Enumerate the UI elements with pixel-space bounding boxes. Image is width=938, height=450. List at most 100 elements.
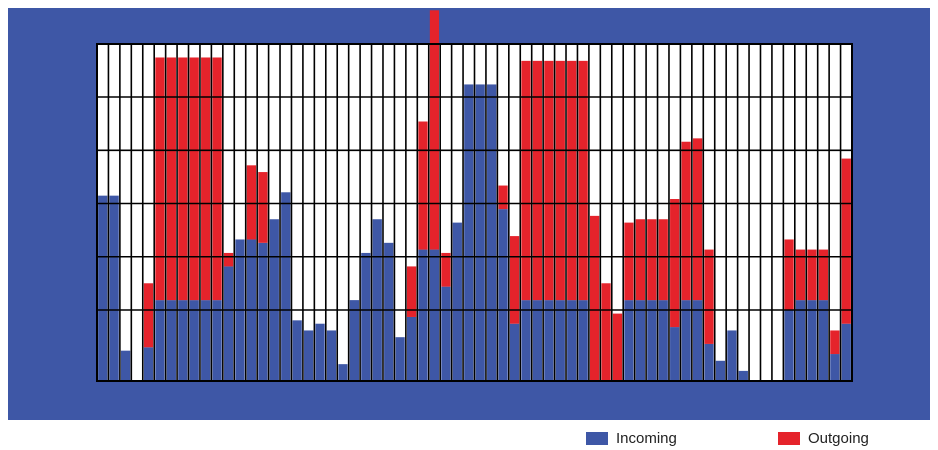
bar-incoming xyxy=(212,300,222,381)
bar-incoming xyxy=(578,300,588,381)
bar-outgoing xyxy=(841,158,851,324)
bar-incoming xyxy=(349,300,360,381)
bar-incoming xyxy=(155,300,165,381)
bar-outgoing xyxy=(441,252,451,287)
bar-incoming xyxy=(281,192,291,381)
bar-outgoing xyxy=(612,313,623,381)
bar-outgoing xyxy=(670,199,680,328)
bar-outgoing xyxy=(818,249,829,301)
bar-outgoing xyxy=(589,215,600,381)
bar-incoming xyxy=(166,300,176,381)
bar-outgoing xyxy=(555,60,565,301)
bar-outgoing xyxy=(509,236,520,324)
plot-border xyxy=(96,43,853,382)
bar-incoming xyxy=(532,300,543,381)
bar-outgoing xyxy=(658,219,668,301)
bar-outgoing xyxy=(143,283,154,348)
vertical-gridlines xyxy=(107,44,842,381)
bar-incoming xyxy=(418,249,428,381)
bar-incoming xyxy=(509,323,520,381)
bar-incoming xyxy=(326,330,337,381)
bar-incoming xyxy=(692,300,703,381)
bar-incoming xyxy=(406,316,417,381)
bar-outgoing xyxy=(704,249,714,344)
bar-outgoing xyxy=(189,57,199,301)
legend-outgoing-label: Outgoing xyxy=(808,429,869,447)
bar-incoming xyxy=(269,219,279,381)
bar-incoming xyxy=(258,242,268,381)
bar-incoming xyxy=(292,320,302,381)
bar-outgoing xyxy=(201,57,211,301)
bar-incoming xyxy=(521,300,531,381)
bar-outgoing xyxy=(532,60,543,301)
bar-incoming xyxy=(143,347,154,381)
legend-outgoing: Outgoing xyxy=(778,429,869,447)
bar-outgoing xyxy=(212,57,222,301)
bar-outgoing xyxy=(601,283,611,381)
bar-incoming xyxy=(624,300,634,381)
bar-incoming xyxy=(658,300,668,381)
bar-outgoing xyxy=(544,60,554,301)
bar-incoming xyxy=(544,300,554,381)
bar-outgoing xyxy=(567,60,577,301)
bar-incoming xyxy=(830,354,840,381)
bar-incoming xyxy=(464,84,474,381)
bar-outgoing xyxy=(795,249,806,301)
bar-incoming xyxy=(109,195,119,381)
bar-incoming xyxy=(738,370,748,381)
bar-incoming xyxy=(452,222,462,381)
bar-outgoing xyxy=(178,57,188,301)
bar-outgoing xyxy=(155,57,165,301)
bar-incoming xyxy=(715,360,726,381)
bar-incoming xyxy=(361,252,371,381)
bar-outgoing xyxy=(418,121,428,250)
bar-outgoing xyxy=(246,165,257,240)
bar-incoming xyxy=(567,300,577,381)
bar-incoming xyxy=(818,300,829,381)
bar-outgoing xyxy=(681,141,691,301)
bar-incoming xyxy=(223,266,234,381)
bar-incoming xyxy=(704,343,714,381)
bar-outgoing xyxy=(624,222,634,301)
bar-incoming xyxy=(201,300,211,381)
bar-outgoing xyxy=(578,60,588,301)
bar-incoming xyxy=(727,330,737,381)
bar-incoming xyxy=(98,195,108,381)
bar-outgoing xyxy=(784,239,794,311)
bar-incoming xyxy=(372,219,382,381)
bar-outgoing xyxy=(166,57,176,301)
bar-outgoing xyxy=(406,266,417,317)
bar-outgoing xyxy=(807,249,817,301)
bar-incoming xyxy=(441,286,451,381)
bar-outgoing xyxy=(521,60,531,301)
bars-layer xyxy=(98,10,851,381)
bar-outgoing xyxy=(498,185,508,210)
bar-incoming xyxy=(647,300,657,381)
bar-incoming xyxy=(841,323,851,381)
bar-incoming xyxy=(475,84,485,381)
horizontal-gridlines xyxy=(97,96,852,311)
bar-outgoing xyxy=(258,172,268,243)
bar-outgoing xyxy=(647,219,657,301)
bar-incoming xyxy=(315,323,325,381)
legend-incoming: Incoming xyxy=(586,429,677,447)
bar-outgoing xyxy=(429,10,440,250)
bar-incoming xyxy=(681,300,691,381)
legend-incoming-swatch xyxy=(586,431,608,445)
bar-incoming xyxy=(384,242,394,381)
bar-incoming xyxy=(670,327,680,381)
bar-outgoing xyxy=(830,330,840,355)
bar-incoming xyxy=(338,364,348,381)
bar-incoming xyxy=(189,300,199,381)
legend-outgoing-swatch xyxy=(778,431,800,445)
bar-incoming xyxy=(178,300,188,381)
bar-outgoing xyxy=(635,219,645,301)
bar-incoming xyxy=(635,300,645,381)
bar-incoming xyxy=(487,84,497,381)
bar-incoming xyxy=(120,350,131,381)
bar-incoming xyxy=(555,300,565,381)
legend-incoming-label: Incoming xyxy=(616,429,677,447)
bar-outgoing xyxy=(692,138,703,301)
bar-incoming xyxy=(807,300,817,381)
